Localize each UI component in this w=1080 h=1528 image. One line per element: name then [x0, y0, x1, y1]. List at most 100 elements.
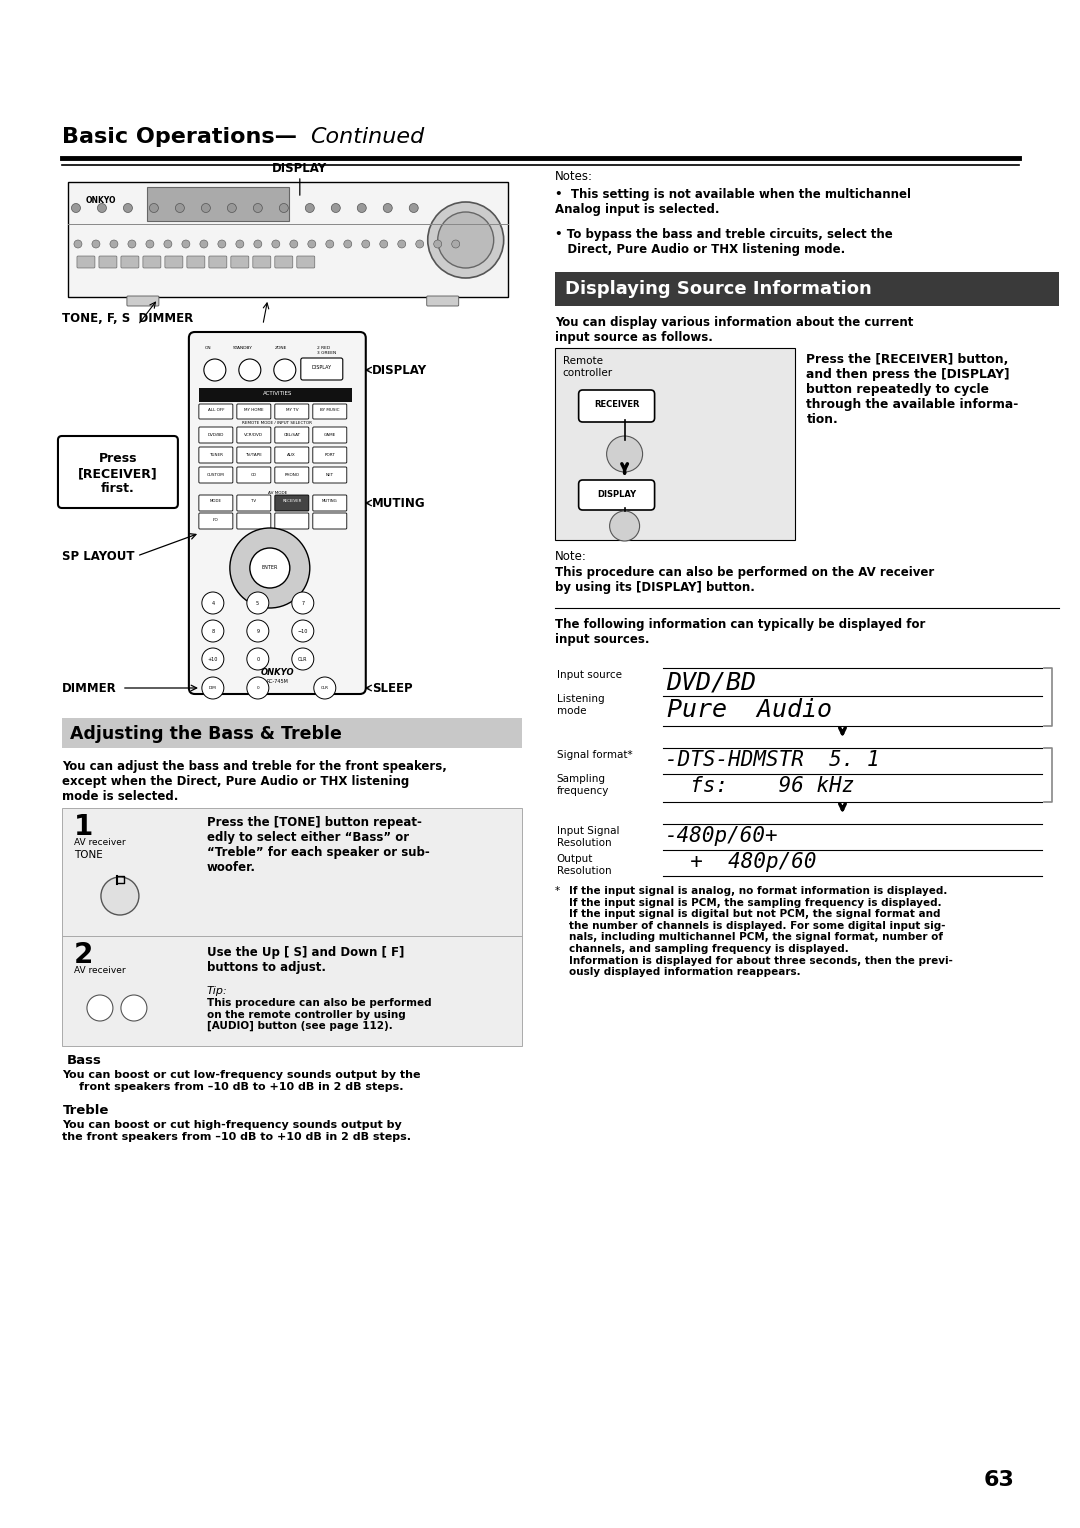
Circle shape	[609, 510, 639, 541]
Text: Press the [TONE] button repeat-
edly to select either “Bass” or
“Treble” for eac: Press the [TONE] button repeat- edly to …	[207, 816, 430, 874]
Circle shape	[247, 677, 269, 698]
Text: Listening
mode: Listening mode	[556, 694, 605, 715]
Circle shape	[71, 203, 80, 212]
Text: 2 RED
3 GREEN: 2 RED 3 GREEN	[316, 345, 336, 354]
Circle shape	[202, 677, 224, 698]
FancyBboxPatch shape	[274, 495, 309, 510]
Text: Displaying Source Information: Displaying Source Information	[565, 280, 872, 298]
Text: This procedure can also be performed on the AV receiver
by using its [DISPLAY] b: This procedure can also be performed on …	[555, 565, 934, 594]
Text: DVD/BD: DVD/BD	[666, 669, 757, 694]
Circle shape	[362, 240, 369, 248]
Circle shape	[289, 240, 298, 248]
Text: 9: 9	[256, 628, 259, 634]
FancyBboxPatch shape	[253, 257, 271, 267]
Circle shape	[292, 620, 314, 642]
FancyBboxPatch shape	[208, 257, 227, 267]
Circle shape	[146, 240, 154, 248]
Circle shape	[326, 240, 334, 248]
Circle shape	[149, 203, 159, 212]
FancyBboxPatch shape	[143, 257, 161, 267]
Circle shape	[110, 240, 118, 248]
Text: •  This setting is not available when the multichannel
Analog input is selected.: • This setting is not available when the…	[555, 188, 910, 215]
Text: TV: TV	[252, 500, 256, 503]
Circle shape	[306, 203, 314, 212]
FancyBboxPatch shape	[579, 480, 654, 510]
FancyBboxPatch shape	[313, 495, 347, 510]
Text: ZONE: ZONE	[274, 345, 287, 350]
Circle shape	[274, 359, 296, 380]
FancyBboxPatch shape	[199, 513, 233, 529]
Text: SLEEP: SLEEP	[372, 681, 413, 695]
Text: RECEIVER: RECEIVER	[594, 399, 639, 408]
Text: • To bypass the bass and treble circuits, select the
   Direct, Pure Audio or TH: • To bypass the bass and treble circuits…	[555, 228, 892, 257]
Text: Adjusting the Bass & Treble: Adjusting the Bass & Treble	[70, 724, 342, 743]
Text: CBL/SAT: CBL/SAT	[283, 432, 300, 437]
FancyBboxPatch shape	[313, 513, 347, 529]
FancyBboxPatch shape	[147, 186, 288, 222]
Circle shape	[343, 240, 352, 248]
Circle shape	[607, 435, 643, 472]
Text: MUTING: MUTING	[322, 500, 338, 503]
Text: Use the Up [ S] and Down [ F]
buttons to adjust.: Use the Up [ S] and Down [ F] buttons to…	[207, 946, 404, 973]
Text: 63: 63	[984, 1470, 1014, 1490]
Text: CUSTOM: CUSTOM	[207, 474, 225, 477]
Circle shape	[380, 240, 388, 248]
Text: 8: 8	[212, 628, 215, 634]
Text: This procedure can also be performed
on the remote controller by using
[AUDIO] b: This procedure can also be performed on …	[207, 998, 432, 1031]
Circle shape	[397, 240, 406, 248]
Circle shape	[308, 240, 315, 248]
Text: MODE: MODE	[210, 500, 221, 503]
Text: Signal format*: Signal format*	[556, 750, 632, 759]
Text: ONKYO: ONKYO	[86, 196, 117, 205]
Text: TONE, F, S  DIMMER: TONE, F, S DIMMER	[62, 312, 193, 325]
FancyBboxPatch shape	[237, 403, 271, 419]
Text: RC-745M: RC-745M	[267, 678, 288, 685]
FancyBboxPatch shape	[199, 495, 233, 510]
Circle shape	[409, 203, 418, 212]
FancyBboxPatch shape	[427, 296, 459, 306]
Circle shape	[228, 203, 237, 212]
Text: CLR: CLR	[298, 657, 308, 662]
FancyBboxPatch shape	[313, 403, 347, 419]
Text: Remote
controller: Remote controller	[563, 356, 612, 377]
FancyBboxPatch shape	[189, 332, 366, 694]
FancyBboxPatch shape	[199, 426, 233, 443]
Circle shape	[123, 203, 133, 212]
Text: *: *	[555, 886, 559, 895]
FancyBboxPatch shape	[313, 468, 347, 483]
Text: TUNER: TUNER	[208, 452, 222, 457]
FancyBboxPatch shape	[62, 808, 522, 937]
Text: DISPLAY: DISPLAY	[372, 364, 427, 376]
Text: MY TV: MY TV	[285, 408, 298, 413]
Text: DISPLAY: DISPLAY	[272, 162, 327, 176]
Text: AV receiver: AV receiver	[73, 966, 125, 975]
Circle shape	[164, 240, 172, 248]
Circle shape	[383, 203, 392, 212]
Text: ENTER: ENTER	[261, 564, 278, 570]
Text: Pure  Audio: Pure Audio	[666, 698, 832, 723]
Text: Notes:: Notes:	[555, 170, 593, 183]
Text: You can display various information about the current
input source as follows.: You can display various information abou…	[555, 316, 913, 344]
Text: CD: CD	[251, 474, 257, 477]
Text: 2: 2	[73, 941, 93, 969]
Text: 0: 0	[256, 657, 259, 662]
FancyBboxPatch shape	[199, 448, 233, 463]
Bar	[199, 388, 352, 402]
FancyBboxPatch shape	[274, 257, 293, 267]
FancyBboxPatch shape	[313, 448, 347, 463]
FancyBboxPatch shape	[99, 257, 117, 267]
Circle shape	[249, 549, 289, 588]
Text: Continued: Continued	[310, 127, 424, 147]
Text: Note:: Note:	[555, 550, 586, 562]
Circle shape	[97, 203, 107, 212]
Text: TONE: TONE	[73, 850, 103, 860]
Text: You can adjust the bass and treble for the front speakers,
except when the Direc: You can adjust the bass and treble for t…	[62, 759, 447, 804]
Circle shape	[239, 359, 261, 380]
FancyBboxPatch shape	[237, 513, 271, 529]
Circle shape	[73, 240, 82, 248]
Circle shape	[280, 203, 288, 212]
FancyBboxPatch shape	[274, 468, 309, 483]
Circle shape	[202, 620, 224, 642]
Text: ACTIVITIES: ACTIVITIES	[262, 391, 292, 396]
Text: ALL OFF: ALL OFF	[207, 408, 225, 413]
